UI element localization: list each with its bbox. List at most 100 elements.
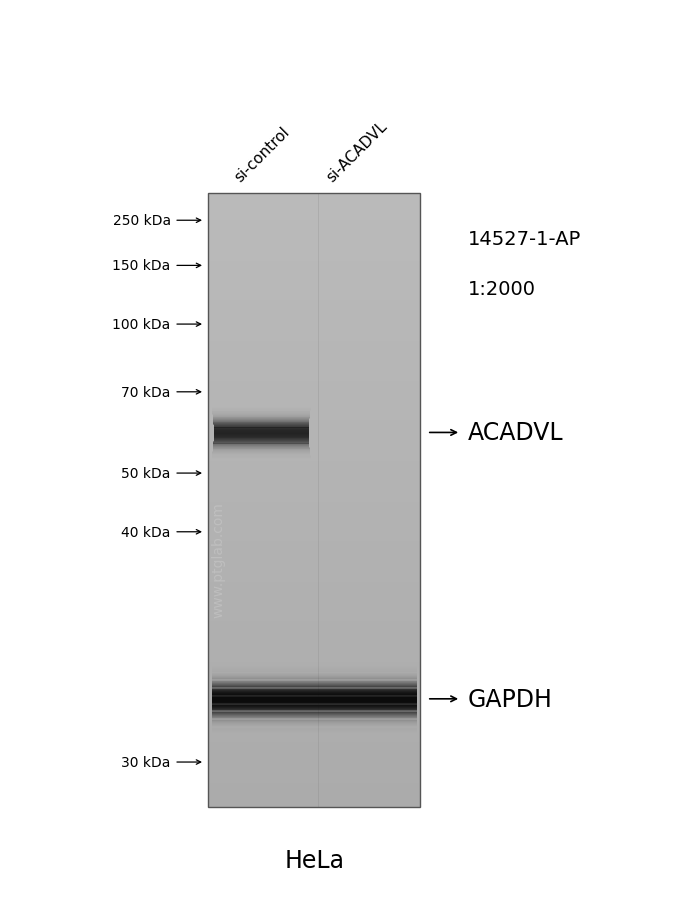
- Text: 30 kDa: 30 kDa: [122, 755, 171, 769]
- Bar: [208, 746, 420, 748]
- Bar: [208, 491, 420, 492]
- Bar: [208, 680, 420, 683]
- Bar: [212, 454, 310, 456]
- Bar: [208, 280, 420, 281]
- Bar: [208, 494, 420, 496]
- Bar: [208, 770, 420, 772]
- Bar: [208, 386, 420, 388]
- Bar: [208, 529, 420, 531]
- Bar: [212, 732, 417, 733]
- Bar: [212, 694, 417, 695]
- Bar: [208, 388, 420, 391]
- Bar: [208, 349, 420, 352]
- Bar: [208, 549, 420, 552]
- Bar: [208, 640, 420, 641]
- Bar: [208, 296, 420, 299]
- Bar: [208, 478, 420, 480]
- Bar: [208, 270, 420, 272]
- Bar: [208, 711, 420, 713]
- Bar: [208, 744, 420, 746]
- Bar: [208, 584, 420, 586]
- Bar: [212, 410, 311, 412]
- Bar: [212, 450, 310, 452]
- Bar: [208, 762, 420, 764]
- Bar: [208, 501, 420, 502]
- Bar: [208, 701, 420, 703]
- Bar: [208, 265, 420, 268]
- Bar: [212, 680, 417, 682]
- Bar: [212, 723, 417, 725]
- Bar: [208, 803, 420, 805]
- Bar: [208, 672, 420, 675]
- Bar: [212, 415, 310, 417]
- Bar: [213, 423, 309, 425]
- Bar: [208, 281, 420, 284]
- Bar: [214, 431, 309, 433]
- Bar: [208, 678, 420, 680]
- Bar: [208, 621, 420, 623]
- Bar: [212, 413, 310, 415]
- Bar: [208, 713, 420, 715]
- Bar: [212, 697, 417, 699]
- Bar: [212, 668, 417, 670]
- Bar: [208, 769, 420, 770]
- Bar: [208, 764, 420, 767]
- Bar: [208, 609, 420, 611]
- Bar: [208, 441, 420, 444]
- Bar: [214, 424, 309, 426]
- Bar: [208, 399, 420, 400]
- Bar: [208, 662, 420, 664]
- Bar: [208, 601, 420, 603]
- Bar: [208, 693, 420, 695]
- Text: GAPDH: GAPDH: [468, 687, 553, 711]
- Text: 14527-1-AP: 14527-1-AP: [468, 230, 581, 249]
- Bar: [208, 617, 420, 619]
- Bar: [208, 513, 420, 515]
- Bar: [208, 597, 420, 599]
- Bar: [208, 699, 420, 701]
- Bar: [213, 442, 309, 444]
- Bar: [208, 789, 420, 791]
- Bar: [213, 443, 309, 445]
- Bar: [208, 689, 420, 691]
- Bar: [208, 709, 420, 711]
- Bar: [208, 633, 420, 636]
- Text: www.ptglab.com: www.ptglab.com: [212, 502, 225, 617]
- Bar: [208, 486, 420, 488]
- Bar: [208, 355, 420, 357]
- Bar: [214, 434, 309, 436]
- Bar: [208, 243, 420, 245]
- Bar: [208, 725, 420, 728]
- Bar: [208, 333, 420, 335]
- Bar: [212, 690, 417, 692]
- Bar: [208, 425, 420, 427]
- Bar: [212, 408, 311, 410]
- Bar: [208, 456, 420, 457]
- Text: HeLa: HeLa: [284, 848, 344, 872]
- Bar: [208, 454, 420, 456]
- Bar: [208, 505, 420, 507]
- Bar: [208, 588, 420, 591]
- Bar: [212, 721, 417, 723]
- Bar: [212, 666, 417, 668]
- Bar: [208, 795, 420, 797]
- Bar: [208, 531, 420, 533]
- Bar: [213, 419, 309, 421]
- Bar: [208, 409, 420, 410]
- Bar: [212, 665, 417, 667]
- Bar: [208, 308, 420, 310]
- Bar: [208, 437, 420, 439]
- Bar: [208, 323, 420, 325]
- Bar: [208, 427, 420, 429]
- Bar: [208, 541, 420, 544]
- Bar: [212, 456, 311, 458]
- Bar: [212, 700, 417, 703]
- Bar: [208, 357, 420, 360]
- Bar: [212, 411, 310, 413]
- Bar: [208, 364, 420, 365]
- Bar: [208, 797, 420, 799]
- Bar: [208, 623, 420, 625]
- Bar: [212, 724, 417, 726]
- Bar: [212, 728, 417, 730]
- Bar: [208, 668, 420, 670]
